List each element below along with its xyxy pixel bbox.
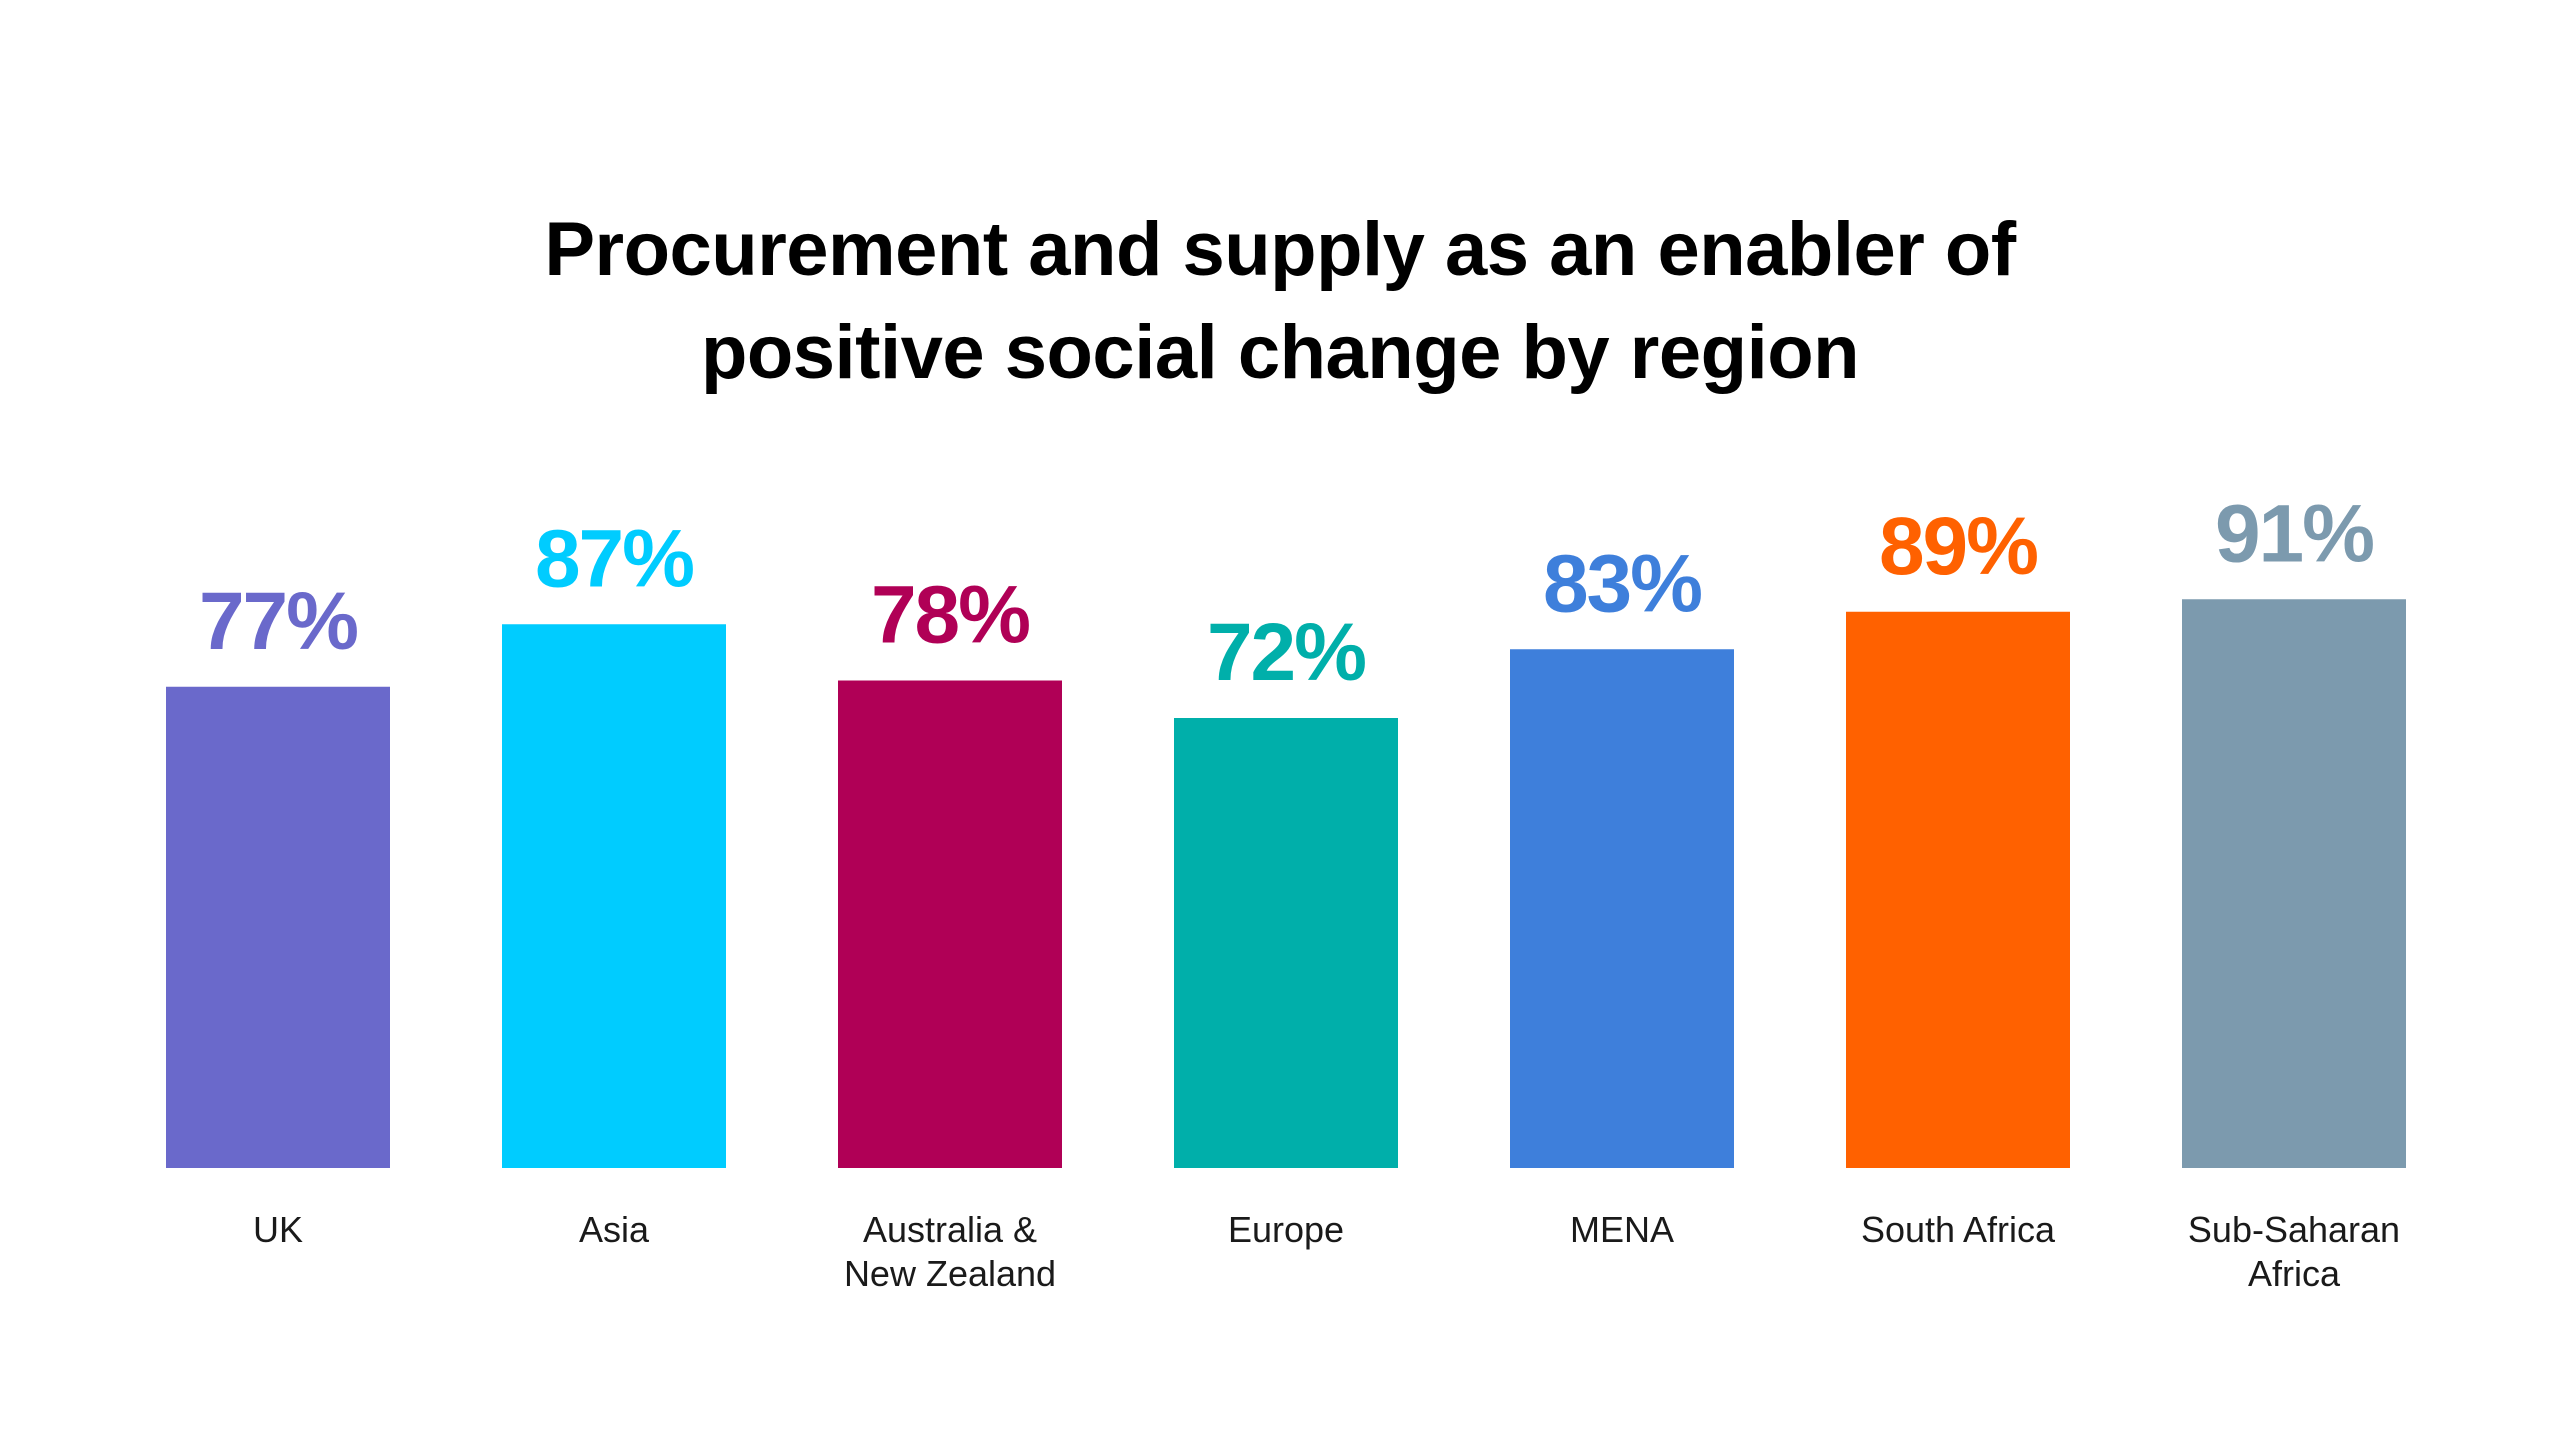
bar-0 [166,686,390,1168]
category-label-2: Australia & New Zealand [844,1209,1056,1294]
category-label-1: Asia [579,1209,650,1250]
bar-1 [502,624,726,1168]
bar-5 [1846,611,2070,1168]
category-label-3: Europe [1228,1209,1344,1250]
value-label-2: 78% [871,570,1029,661]
category-label-4-line-0: MENA [1570,1209,1674,1250]
bar-6 [2182,599,2406,1168]
bar-2 [838,680,1062,1168]
category-label-0: UK [253,1209,303,1250]
category-label-2-line-0: Australia & [863,1209,1037,1250]
category-label-1-line-0: Asia [579,1209,650,1250]
value-label-5: 89% [1879,501,2037,592]
chart-title-line-1: Procurement and supply as an enabler of [544,207,2017,292]
value-label-3: 72% [1207,607,1365,698]
value-label-4: 83% [1543,538,1701,629]
category-label-4: MENA [1570,1209,1674,1250]
category-label-5: South Africa [1861,1209,2056,1250]
bar-4 [1510,649,1734,1168]
category-label-6-line-0: Sub-Saharan [2188,1209,2400,1250]
category-label-6: Sub-Saharan Africa [2188,1209,2400,1294]
value-label-0: 77% [199,576,357,667]
category-label-6-line-1: Africa [2248,1253,2341,1294]
plot-area: 77% UK 87% Asia 78% Australia & New Zealand 72%… [166,488,2406,1294]
bar-3 [1174,718,1398,1168]
category-label-0-line-0: UK [253,1209,303,1250]
value-label-1: 87% [535,513,693,604]
category-label-3-line-0: Europe [1228,1209,1344,1250]
category-label-5-line-0: South Africa [1861,1209,2056,1250]
value-label-6: 91% [2215,488,2373,579]
category-label-2-line-1: New Zealand [844,1253,1056,1294]
chart-title-line-2: positive social change by region [701,310,1859,395]
chart-title: Procurement and supply as an enabler of … [544,207,2017,395]
